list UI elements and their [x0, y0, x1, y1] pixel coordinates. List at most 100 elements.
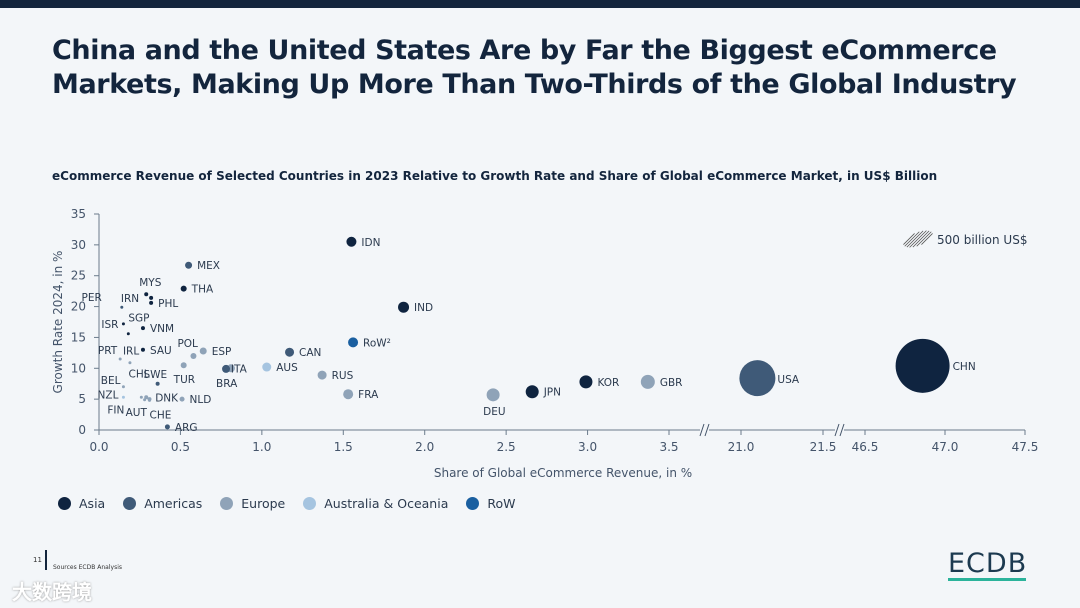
- data-point-deu: [486, 388, 500, 402]
- data-point-kor: [579, 375, 593, 389]
- x-tick-label: 1.5: [334, 440, 353, 454]
- sources-text: Sources ECDB Analysis: [53, 564, 122, 571]
- point-label: CHL: [129, 369, 150, 381]
- x-tick-label: 47.5: [1012, 440, 1039, 454]
- y-tick-label: 30: [71, 238, 86, 252]
- data-point-bel: [121, 385, 125, 389]
- legend-swatch: [466, 497, 480, 510]
- data-point-chn: [895, 338, 950, 393]
- axis-break-icon: [704, 423, 710, 437]
- data-point-fin: [139, 395, 143, 399]
- point-label: NLD: [190, 394, 212, 406]
- data-point-aut: [143, 398, 147, 402]
- point-label: ESP: [212, 346, 232, 358]
- watermark: 大数跨境: [12, 580, 92, 604]
- point-label: FRA: [358, 389, 379, 401]
- data-point-fra: [343, 389, 354, 400]
- point-label: JPN: [543, 387, 561, 399]
- point-label: RUS: [332, 370, 354, 382]
- data-point-nld: [179, 396, 185, 402]
- axis-break-icon: [839, 423, 845, 437]
- point-label: CHE: [149, 409, 171, 421]
- point-label: MEX: [197, 260, 220, 272]
- x-tick-label: 0.0: [89, 440, 108, 454]
- point-label: CAN: [299, 347, 321, 359]
- data-point-arg: [164, 424, 170, 430]
- x-axis-title: Share of Global eCommerce Revenue, in %: [434, 466, 692, 480]
- data-point-dnk: [144, 395, 149, 400]
- legend-label: Americas: [144, 496, 203, 511]
- point-label: PRT: [98, 345, 118, 357]
- legend-label: Europe: [241, 496, 286, 511]
- point-label: CHN: [953, 361, 976, 373]
- x-tick-label: 21.0: [728, 440, 755, 454]
- data-point-tha: [180, 285, 187, 292]
- data-point-chl: [155, 381, 160, 386]
- point-label: IDN: [361, 237, 380, 249]
- y-tick-label: 0: [78, 423, 86, 437]
- data-point-irn: [149, 295, 154, 300]
- legend-swatch: [123, 497, 137, 510]
- legend-item: Asia: [58, 496, 105, 511]
- data-point-can: [285, 347, 295, 357]
- point-label: NZL: [98, 389, 119, 401]
- data-point-row: [348, 337, 359, 348]
- data-point-usa: [739, 360, 776, 397]
- point-label: ISR: [101, 319, 118, 331]
- point-label: TUR: [173, 374, 195, 386]
- ecdb-logo: ECDB: [948, 548, 1027, 581]
- legend-swatch: [303, 497, 317, 510]
- point-label: USA: [777, 374, 800, 386]
- x-tick-label: 46.5: [852, 440, 879, 454]
- data-point-sgp: [126, 332, 130, 336]
- point-label: ARG: [175, 422, 198, 434]
- point-label: SWE: [143, 369, 167, 381]
- size-legend-label: 500 billion US$: [937, 233, 1027, 247]
- point-label: IRN: [121, 293, 139, 305]
- point-label: AUT: [126, 407, 148, 419]
- point-label: IRL: [123, 346, 139, 358]
- data-point-che: [147, 398, 151, 402]
- point-label: AUS: [276, 362, 298, 374]
- chart-subtitle: eCommerce Revenue of Selected Countries …: [52, 169, 938, 183]
- data-point-vnm: [140, 326, 145, 331]
- data-point-mys: [144, 292, 149, 297]
- point-label: IND: [414, 302, 433, 314]
- data-point-pol: [190, 352, 197, 359]
- point-label: DEU: [483, 406, 505, 418]
- y-tick-label: 5: [78, 392, 86, 406]
- footer: 11 Sources ECDB Analysis: [33, 550, 122, 571]
- axis-break-gap: [835, 424, 844, 436]
- x-tick-label: 2.5: [497, 440, 516, 454]
- y-tick-label: 35: [71, 207, 86, 221]
- point-label: PHL: [158, 298, 178, 310]
- footer-divider: [45, 550, 47, 570]
- legend-label: Asia: [79, 496, 106, 511]
- point-label: POL: [177, 338, 198, 350]
- data-point-phl: [149, 300, 154, 305]
- x-tick-label: 1.0: [252, 440, 271, 454]
- legend-label: Australia & Oceania: [324, 496, 449, 511]
- data-point-gbr: [640, 374, 655, 389]
- top-bar: [0, 0, 1080, 8]
- data-point-per: [120, 305, 124, 309]
- point-label: KOR: [597, 377, 619, 389]
- legend-item: Europe: [220, 496, 285, 511]
- data-point-prt: [118, 357, 122, 361]
- data-point-sau: [140, 347, 145, 352]
- x-tick-label: 21.5: [810, 440, 837, 454]
- point-label: ITA: [231, 363, 248, 375]
- data-point-rus: [317, 370, 327, 380]
- logo-underline: [948, 578, 1026, 581]
- legend-label: RoW: [487, 496, 516, 511]
- data-point-isr: [121, 322, 125, 326]
- chart-legend: Asia Americas Europe Australia & Oceania RoW: [58, 496, 516, 511]
- data-point-tur: [180, 362, 187, 369]
- point-label: SGP: [128, 313, 149, 325]
- axis-break-icon: [834, 423, 840, 437]
- data-point-jpn: [525, 385, 539, 399]
- y-axis-title: Growth Rate 2024, in %: [51, 251, 65, 394]
- point-label: VNM: [150, 323, 174, 335]
- data-point-esp: [199, 347, 207, 355]
